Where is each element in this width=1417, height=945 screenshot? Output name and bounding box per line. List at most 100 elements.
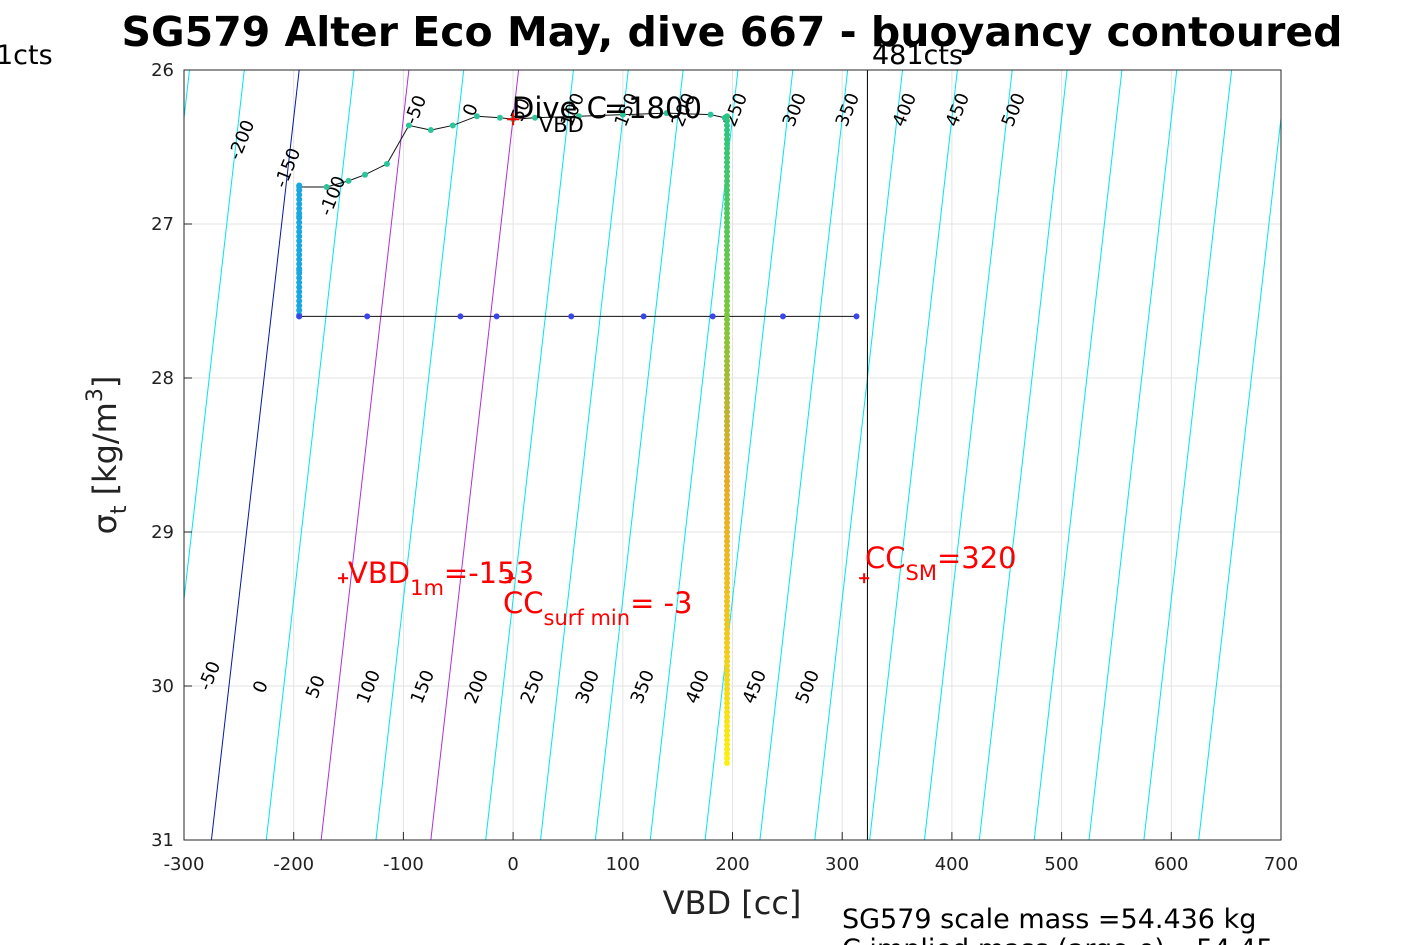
climb-point bbox=[724, 122, 731, 129]
climb-point bbox=[724, 750, 731, 757]
climb-point bbox=[724, 704, 731, 711]
x-tick-label: 200 bbox=[715, 854, 749, 875]
climb-point bbox=[724, 256, 731, 263]
climb-point bbox=[724, 598, 731, 605]
climb-point bbox=[724, 196, 731, 203]
contour-line bbox=[430, 70, 520, 840]
descent-point bbox=[296, 191, 303, 198]
climb-point bbox=[724, 635, 731, 642]
climb-point bbox=[724, 607, 731, 614]
climb-point bbox=[724, 621, 731, 628]
descent-point bbox=[296, 237, 303, 244]
contour-line bbox=[485, 70, 574, 840]
climb-point bbox=[724, 459, 731, 466]
bottom-track-point bbox=[779, 313, 786, 320]
climb-point bbox=[724, 639, 731, 646]
dive-c-annotation: Dive CVBD =1800 bbox=[512, 91, 702, 137]
x-tick-label: 400 bbox=[935, 854, 969, 875]
climb-point bbox=[724, 404, 731, 411]
climb-point bbox=[724, 367, 731, 374]
contour-line bbox=[0, 70, 25, 840]
bottom-track-point bbox=[457, 313, 464, 320]
climb-point bbox=[724, 492, 731, 499]
climb-point bbox=[724, 505, 731, 512]
climb-point bbox=[724, 270, 731, 277]
climb-point bbox=[724, 344, 731, 351]
climb-point bbox=[724, 681, 731, 688]
y-label-units: [kg/m bbox=[86, 402, 124, 495]
cc-sm-annotation: CCSM=320 bbox=[865, 541, 1017, 585]
buoyancy-contours bbox=[0, 70, 1281, 840]
climb-point bbox=[724, 718, 731, 725]
climb-point bbox=[724, 228, 731, 235]
climb-point bbox=[724, 468, 731, 475]
descent-point bbox=[296, 302, 303, 309]
y-tick-label: 28 bbox=[151, 368, 174, 389]
y-label-close: ] bbox=[86, 376, 124, 388]
climb-point bbox=[724, 538, 731, 545]
dive-path-point bbox=[473, 113, 480, 120]
climb-point bbox=[724, 450, 731, 457]
climb-point bbox=[724, 177, 731, 184]
climb-point bbox=[724, 741, 731, 748]
contour-line bbox=[0, 70, 80, 840]
climb-point bbox=[724, 150, 731, 157]
descent-point bbox=[296, 182, 303, 189]
climb-point bbox=[724, 187, 731, 194]
x-tick-label: 100 bbox=[606, 854, 640, 875]
climb-point bbox=[724, 136, 731, 143]
climb-point bbox=[724, 510, 731, 517]
climb-point bbox=[724, 334, 731, 341]
descent-point bbox=[296, 274, 303, 281]
y-label-sigma: σ bbox=[86, 514, 124, 534]
x-tick-label: -200 bbox=[273, 854, 314, 875]
x-tick-label: 300 bbox=[825, 854, 859, 875]
dive-path-point bbox=[707, 111, 714, 118]
climb-point bbox=[724, 224, 731, 231]
svg-text:σt[kg/m3]: σt [kg/m3] bbox=[83, 376, 132, 535]
climb-point bbox=[724, 219, 731, 226]
descent-point bbox=[296, 205, 303, 212]
climb-point bbox=[724, 713, 731, 720]
climb-point bbox=[724, 131, 731, 138]
climb-point bbox=[724, 695, 731, 702]
climb-point bbox=[724, 529, 731, 535]
climb-point bbox=[724, 385, 731, 392]
climb-point bbox=[724, 579, 731, 586]
climb-point bbox=[724, 746, 731, 753]
x-axis-label: VBD [cc] bbox=[663, 884, 802, 922]
descent-point bbox=[296, 228, 303, 235]
climb-point bbox=[724, 482, 731, 489]
climb-point bbox=[724, 487, 731, 494]
climb-point bbox=[724, 556, 731, 563]
climb-point bbox=[724, 298, 731, 304]
climb-point bbox=[724, 233, 731, 240]
descent-point bbox=[296, 256, 303, 263]
climb-point bbox=[724, 667, 731, 674]
descent-point bbox=[296, 298, 303, 304]
contour-line bbox=[1143, 70, 1233, 840]
footer-scale-mass: SG579 scale mass =54.436 kg bbox=[842, 904, 1256, 935]
climb-point bbox=[724, 242, 731, 249]
climb-point bbox=[724, 431, 731, 438]
climb-point bbox=[724, 413, 731, 420]
right-cts-label: 481cts bbox=[872, 40, 963, 71]
x-tick-label: 500 bbox=[1044, 854, 1078, 875]
y-tick-label: 31 bbox=[151, 830, 174, 851]
bottom-track-point bbox=[640, 313, 647, 320]
climb-point bbox=[724, 616, 731, 623]
climb-point bbox=[724, 658, 731, 665]
dive-path-point bbox=[427, 127, 434, 134]
bottom-track-point bbox=[364, 313, 371, 320]
contour-line bbox=[759, 70, 849, 840]
climb-point bbox=[724, 436, 731, 443]
climb-point bbox=[724, 649, 731, 656]
climb-point bbox=[724, 261, 731, 268]
vbd-1m-annotation: VBD1m=-153 bbox=[348, 556, 534, 600]
climb-point bbox=[724, 732, 731, 739]
dive-path-point bbox=[619, 111, 626, 118]
contour-line bbox=[1088, 70, 1178, 840]
climb-point bbox=[724, 390, 731, 397]
bottom-track-point bbox=[709, 313, 716, 320]
